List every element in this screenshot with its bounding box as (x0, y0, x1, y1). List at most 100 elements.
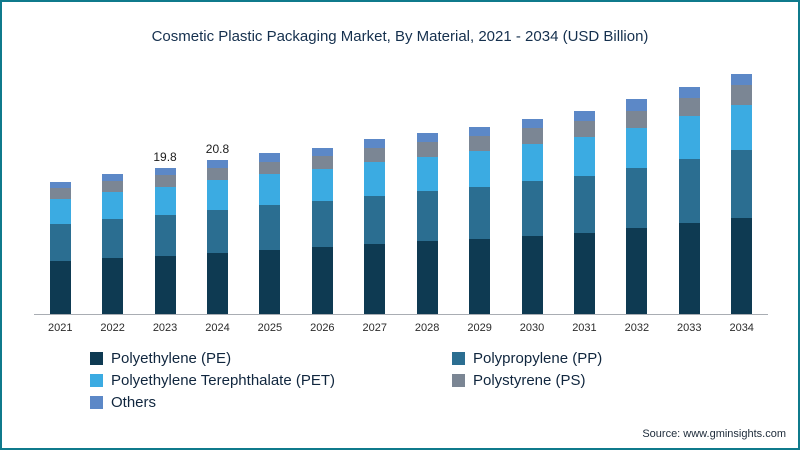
bar-segment (469, 239, 491, 314)
bar-segment (626, 127, 648, 169)
bar-segment (678, 86, 700, 98)
bar-2027 (349, 139, 401, 314)
bar-segment (678, 222, 700, 314)
bar-2022 (86, 174, 138, 314)
bar-segment (49, 260, 71, 314)
bar-segment (49, 181, 71, 189)
bar-segment (469, 186, 491, 240)
bar-segment (259, 249, 281, 314)
legend-item: Polystyrene (PS) (452, 372, 798, 389)
x-tick: 2033 (677, 322, 702, 334)
bar-segment (364, 139, 386, 149)
bar-value-label: 20.8 (205, 142, 230, 157)
bar-segment (154, 167, 176, 175)
bar-segment (49, 223, 71, 261)
bar-segment (49, 198, 71, 224)
bar-segment (206, 252, 228, 314)
chart-title: Cosmetic Plastic Packaging Market, By Ma… (151, 28, 649, 45)
bar-segment (521, 143, 543, 181)
bar-2034 (715, 73, 767, 314)
bar-stack (521, 118, 543, 314)
bar-segment (311, 147, 333, 156)
bar-segment (154, 214, 176, 256)
x-tick: 2030 (519, 322, 545, 334)
bar-2023: 19.8 (139, 150, 191, 314)
x-tick: 2022 (100, 322, 125, 334)
bar-stack (626, 99, 648, 314)
bar-stack (311, 147, 333, 314)
bar-segment (626, 110, 648, 128)
bar-segment (731, 217, 753, 314)
bar-segment (102, 174, 124, 181)
bar-segment (364, 244, 386, 314)
bar-2024: 20.8 (191, 142, 243, 314)
bar-segment (469, 151, 491, 187)
bar-segment (206, 180, 228, 210)
legend-item: Polyethylene (PE) (90, 350, 452, 367)
bar-2028 (401, 133, 453, 314)
bar-segment (573, 232, 595, 314)
bar-segment (521, 118, 543, 129)
bar-segment (102, 257, 124, 314)
bar-stack (573, 110, 595, 314)
ticks-row: 2021 2022 2023 2024 2025 2026 2027 2028 2029 2030… (34, 322, 768, 334)
bar-segment (626, 99, 648, 111)
legend-swatch (90, 374, 103, 387)
x-tick: 2031 (572, 322, 597, 334)
x-tick: 2024 (205, 322, 230, 334)
bar-stack (416, 133, 438, 314)
bar-segment (573, 120, 595, 138)
legend-item: Polyethylene Terephthalate (PET) (90, 372, 452, 389)
bar-segment (521, 180, 543, 236)
bar-stack (102, 174, 124, 314)
legend-label: Polystyrene (PS) (473, 372, 586, 389)
legend-item: Others (90, 394, 452, 411)
legend-swatch (452, 352, 465, 365)
bar-2025 (244, 153, 296, 314)
bar-segment (154, 186, 176, 215)
x-tick: 2032 (624, 322, 650, 334)
x-tick: 2021 (47, 322, 73, 334)
bar-segment (521, 235, 543, 314)
bar-2032 (611, 99, 663, 314)
bar-segment (49, 188, 71, 199)
bar-2030 (506, 118, 558, 314)
bar-segment (573, 110, 595, 121)
bar-segment (626, 228, 648, 314)
bar-stack (259, 153, 281, 314)
bar-segment (573, 175, 595, 233)
legend-item: Polypropylene (PP) (452, 350, 798, 367)
legend-swatch (90, 396, 103, 409)
bar-segment (311, 247, 333, 314)
bar-2026 (296, 147, 348, 314)
bar-stack (469, 126, 491, 314)
bar-segment (102, 191, 124, 219)
legend-label: Polypropylene (PP) (473, 350, 603, 367)
legend-label: Polyethylene Terephthalate (PET) (111, 372, 336, 389)
bar-segment (416, 142, 438, 158)
bar-segment (206, 167, 228, 181)
bar-stack (678, 86, 700, 314)
bar-segment (206, 160, 228, 168)
bar-segment (364, 195, 386, 245)
bar-2021 (34, 181, 86, 314)
bar-segment (416, 157, 438, 192)
bar-segment (259, 174, 281, 205)
bar-segment (102, 218, 124, 258)
bar-segment (416, 241, 438, 314)
bar-segment (521, 128, 543, 144)
bar-segment (731, 104, 753, 151)
legend: Polyethylene (PE) Polypropylene (PP) Polye… (90, 350, 798, 411)
bar-2033 (663, 86, 715, 314)
bar-stack (49, 181, 71, 314)
bar-segment (259, 161, 281, 175)
bar-segment (731, 85, 753, 105)
x-tick: 2027 (362, 322, 387, 334)
bar-segment (154, 174, 176, 187)
legend-swatch (90, 352, 103, 365)
bar-2029 (453, 126, 505, 314)
bar-segment (364, 162, 386, 196)
bar-segment (102, 180, 124, 192)
bar-segment (678, 159, 700, 223)
